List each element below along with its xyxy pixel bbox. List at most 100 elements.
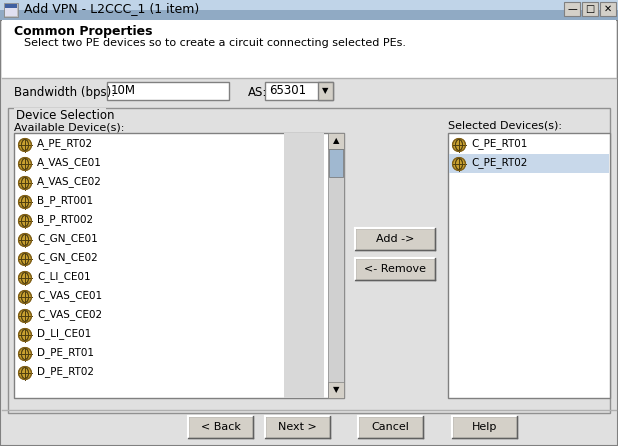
Text: C_VAS_CE02: C_VAS_CE02	[37, 309, 102, 320]
Text: C_VAS_CE01: C_VAS_CE01	[37, 290, 102, 301]
Bar	[355, 228, 435, 250]
Circle shape	[19, 367, 32, 380]
Text: D_PE_RT02: D_PE_RT02	[37, 366, 94, 377]
Bar	[329, 149, 343, 177]
Text: C_GN_CE02: C_GN_CE02	[37, 252, 98, 263]
Circle shape	[19, 329, 32, 342]
Circle shape	[452, 139, 465, 152]
Text: 10M: 10M	[111, 84, 136, 97]
Bar	[328, 382, 344, 398]
Circle shape	[19, 234, 32, 247]
Bar	[0, 16, 618, 17]
Bar	[188, 416, 253, 438]
Bar	[14, 108, 106, 118]
Text: Help: Help	[472, 422, 497, 432]
Bar	[0, 14, 618, 15]
Bar	[600, 2, 616, 16]
Text: A_VAS_CE01: A_VAS_CE01	[37, 157, 102, 168]
Text: —: —	[567, 4, 577, 14]
Bar	[0, 3, 618, 4]
Bar	[0, 17, 618, 18]
Bar	[0, 10, 618, 11]
Bar	[452, 416, 517, 438]
Bar	[328, 133, 344, 149]
Bar	[0, 0, 618, 10]
Bar	[0, 0, 618, 20]
Bar	[0, 6, 618, 7]
Text: 65301: 65301	[269, 84, 306, 97]
Text: Select two PE devices so to create a circuit connecting selected PEs.: Select two PE devices so to create a cir…	[24, 38, 406, 48]
Text: ▲: ▲	[332, 136, 339, 145]
Bar	[0, 1, 618, 2]
Text: <- Remove: <- Remove	[364, 264, 426, 274]
Circle shape	[19, 157, 32, 170]
Bar	[0, 12, 618, 13]
Text: AS:: AS:	[248, 86, 268, 99]
Text: C_PE_RT01: C_PE_RT01	[471, 138, 527, 149]
Bar	[0, 11, 618, 12]
Circle shape	[19, 252, 32, 265]
Bar	[5, 8, 17, 16]
Text: C_LI_CE01: C_LI_CE01	[37, 271, 91, 282]
Bar	[0, 7, 618, 8]
Circle shape	[452, 157, 465, 170]
Text: B_P_RT002: B_P_RT002	[37, 214, 93, 225]
Text: C_GN_CE01: C_GN_CE01	[37, 233, 98, 244]
Bar	[358, 416, 423, 438]
Text: Add ->: Add ->	[376, 234, 414, 244]
Circle shape	[19, 272, 32, 285]
Bar	[0, 2, 618, 3]
Bar	[355, 258, 435, 280]
Bar	[0, 19, 618, 20]
Text: D_PE_RT01: D_PE_RT01	[37, 347, 94, 358]
Text: D_LI_CE01: D_LI_CE01	[37, 328, 91, 339]
Circle shape	[19, 290, 32, 303]
Text: Cancel: Cancel	[371, 422, 410, 432]
Circle shape	[19, 177, 32, 190]
Bar	[0, 4, 618, 5]
Text: Common Properties: Common Properties	[14, 25, 153, 38]
Text: ✕: ✕	[604, 4, 612, 14]
Bar	[318, 82, 333, 100]
Text: B_P_RT001: B_P_RT001	[37, 195, 93, 206]
Bar	[449, 154, 609, 173]
Bar	[4, 3, 18, 17]
Bar	[0, 0, 618, 1]
Text: ▼: ▼	[332, 385, 339, 395]
Bar	[5, 4, 17, 8]
Bar	[0, 9, 618, 10]
Text: Available Device(s):: Available Device(s):	[14, 122, 124, 132]
Bar	[582, 2, 598, 16]
Text: Selected Devices(s):: Selected Devices(s):	[448, 120, 562, 130]
Text: A_PE_RT02: A_PE_RT02	[37, 138, 93, 149]
Bar	[0, 18, 618, 19]
Text: < Back: < Back	[201, 422, 240, 432]
Bar	[107, 82, 229, 100]
Circle shape	[19, 310, 32, 322]
Bar	[265, 416, 330, 438]
Circle shape	[19, 139, 32, 152]
Bar	[2, 20, 616, 78]
Bar	[328, 133, 344, 398]
Bar	[0, 10, 618, 20]
Text: Add VPN - L2CCC_1 (1 item): Add VPN - L2CCC_1 (1 item)	[24, 2, 199, 15]
Bar	[448, 133, 610, 398]
Text: Bandwidth (bps):: Bandwidth (bps):	[14, 86, 115, 99]
Bar	[564, 2, 580, 16]
Circle shape	[19, 215, 32, 227]
Bar	[0, 13, 618, 14]
Bar	[14, 133, 344, 398]
Text: ▼: ▼	[322, 87, 329, 95]
Bar	[265, 82, 333, 100]
Text: A_VAS_CE02: A_VAS_CE02	[37, 176, 102, 187]
Bar	[0, 15, 618, 16]
Text: C_PE_RT02: C_PE_RT02	[471, 157, 527, 168]
Bar	[0, 5, 618, 6]
Text: Device Selection: Device Selection	[16, 109, 114, 122]
Circle shape	[19, 347, 32, 360]
Bar	[0, 8, 618, 9]
Text: Next >: Next >	[278, 422, 317, 432]
Circle shape	[19, 195, 32, 208]
Bar	[8, 108, 610, 413]
Text: □: □	[585, 4, 595, 14]
